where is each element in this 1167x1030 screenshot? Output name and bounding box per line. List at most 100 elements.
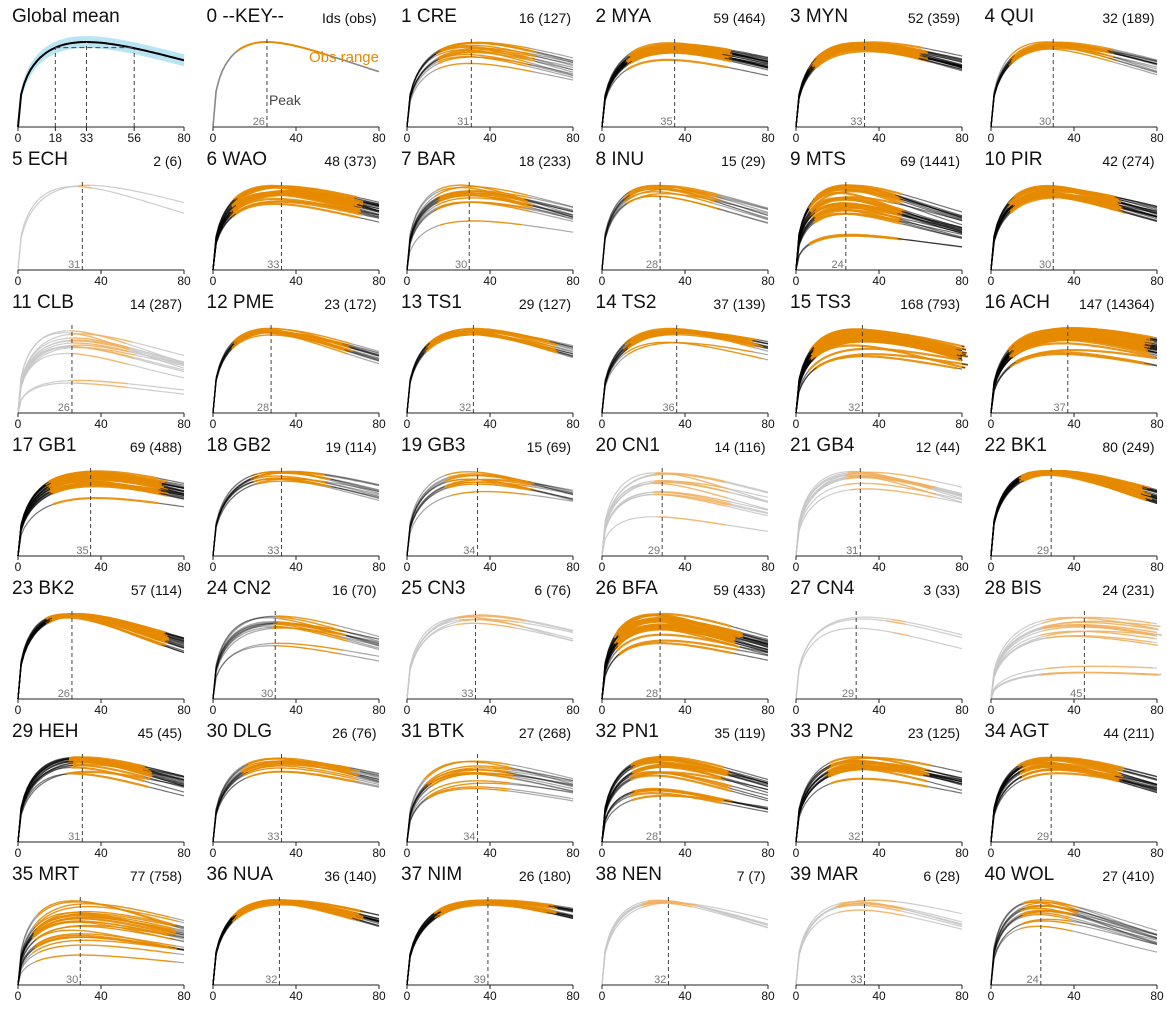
panel-24-extrapolated-pre [211,627,271,700]
panel-12: 28 0 40 80 12 PME 23 (172) [195,286,386,431]
panel-35-extrapolated-post [177,948,185,951]
panel-31-extrapolated-pre [406,779,425,843]
panel-31-observed-segment [423,765,514,787]
panel-2-x-tick-label: 80 [761,131,775,145]
panel-35-observed-segment [31,910,176,935]
panel-1-extrapolated-pre [406,59,438,128]
panel-35-extrapolated-pre [17,928,38,986]
panel-10-extrapolated-post [1117,209,1157,222]
panel-32-extrapolated-post [726,773,768,787]
panel-22-curves [989,469,1157,557]
panel-25-title: 25 CN3 [401,578,466,599]
panel-14-extrapolated-pre [600,342,630,414]
panel-15-extrapolated-pre [795,347,815,414]
panel-7-extrapolated-post [533,205,574,218]
panel-35-extrapolated-post [176,948,185,951]
panel-36-extrapolated-post [358,914,379,921]
panel-23-extrapolated-post [161,644,185,654]
panel-11-observed-segment [75,382,128,389]
panel-21-extrapolated-post [930,479,963,488]
panel-1-peak-label: 31 [457,116,469,128]
panel-34-extrapolated-post [1114,777,1157,789]
panel-19-extrapolated-post [536,485,574,494]
panel-29: 31 0 40 80 29 HEH 45 (45) [0,715,191,860]
panel-8-extrapolated-post [712,202,768,221]
panel-33-peak-label: 32 [848,831,860,843]
panel-11-observed-segment [68,340,129,350]
panel-13-x-tick-label: 0 [404,417,411,431]
panel-8-extrapolated-post [721,209,768,224]
panel-7-extrapolated-post [530,205,574,217]
panel-20-x-tick-label: 0 [598,560,605,574]
panel-9-observed-segment [807,185,896,210]
panel-7-observed-segment [439,220,522,226]
panel-35: 30 0 40 80 35 MRT 77 (758) [0,858,191,1003]
panel-25-peak-label: 33 [461,688,473,700]
panel-2-peak-label: 35 [660,116,672,128]
panel-18-extrapolated-pre [211,478,251,557]
panel-39: 33 0 40 80 39 MAR 6 (28) [778,858,969,1003]
panel-4-extrapolated-pre [989,65,1009,128]
panel-13-x-tick-label: 40 [483,417,497,431]
panel-9-extrapolated-post [899,202,963,226]
panel-9-extrapolated-post [902,193,963,213]
panel-37-extrapolated-post [557,912,574,917]
panel-24-extrapolated-post [346,631,379,642]
panel-21-peak-label: 31 [846,545,858,557]
panel-40-extrapolated-post [1077,912,1157,939]
panel-20-count: 14 (116) [714,439,766,455]
panel-19-extrapolated-pre [406,480,446,557]
panel-24-extrapolated-pre [211,623,276,700]
panel-18-extrapolated-post [330,485,379,499]
panel-12-extrapolated-pre [211,348,233,414]
panel-22-extrapolated-post [1141,487,1157,493]
panel-20-extrapolated-pre [600,473,654,557]
panel-2-extrapolated-post [731,60,768,71]
panel-33-extrapolated-post [925,769,963,779]
panel-16-x-tick-label: 80 [1150,417,1164,431]
panel-23-extrapolated-post [165,632,185,639]
panel-29-extrapolated-pre [17,757,70,843]
panel-7-extrapolated-post [522,197,574,212]
panel-10-count: 42 (274) [1102,153,1155,169]
panel-7-x-tick-label: 0 [404,274,411,288]
panel-31-extrapolated-pre [406,785,432,843]
panel-25-count: 6 (76) [534,582,571,598]
panel-38-peak-label: 32 [654,974,666,986]
panel-14-observed-segment [623,341,762,360]
panel-31-extrapolated-post [509,769,574,782]
panel-17-observed-segment [52,497,159,506]
panel-8-peak-label: 28 [645,259,657,271]
panel-20-extrapolated-pre [600,482,655,557]
panel-16-extrapolated-post [1143,346,1157,351]
panel-12-x-tick-label: 80 [372,417,386,431]
panel-5-count: 2 (6) [153,153,182,169]
panel-19-extrapolated-pre [406,478,449,557]
panel-33: 32 0 40 80 33 PN2 23 (125) [778,715,969,860]
panel-30-extrapolated-pre [211,772,242,843]
panel-7-extrapolated-post [531,197,574,208]
panel-33-curves [795,755,963,843]
panel-12-curves [211,327,379,414]
panel-15-title: 15 TS3 [790,292,851,313]
panel-37: 39 0 40 80 37 NIM 26 (180) [389,858,580,1003]
panel-26-extrapolated-post [742,636,768,646]
panel-30-extrapolated-post [351,781,379,788]
panel-20-observed-segment [649,473,725,483]
panel-20-extrapolated-post [727,497,768,510]
panel-39-peak-label: 33 [850,974,862,986]
panel-22-x-tick-label: 0 [987,560,994,574]
panel-11-extrapolated-post [129,355,185,371]
panel-1-observed-segment [435,45,535,60]
key-extrapolated-post [326,54,379,73]
panel-15-extrapolated-post [955,349,963,352]
panel-16-observed-segment [1008,338,1150,358]
panel-7: 30 0 40 80 7 BAR 18 (233) [389,143,580,288]
panel-26-title: 26 BFA [595,578,658,599]
panel-27-extrapolated-post [905,621,963,636]
panel-32-extrapolated-post [727,771,768,785]
panel-24-extrapolated-post [344,633,379,644]
panel-9-curves [795,184,963,271]
panel-38-extrapolated-pre [600,903,646,986]
panel-35-extrapolated-pre [17,952,39,986]
